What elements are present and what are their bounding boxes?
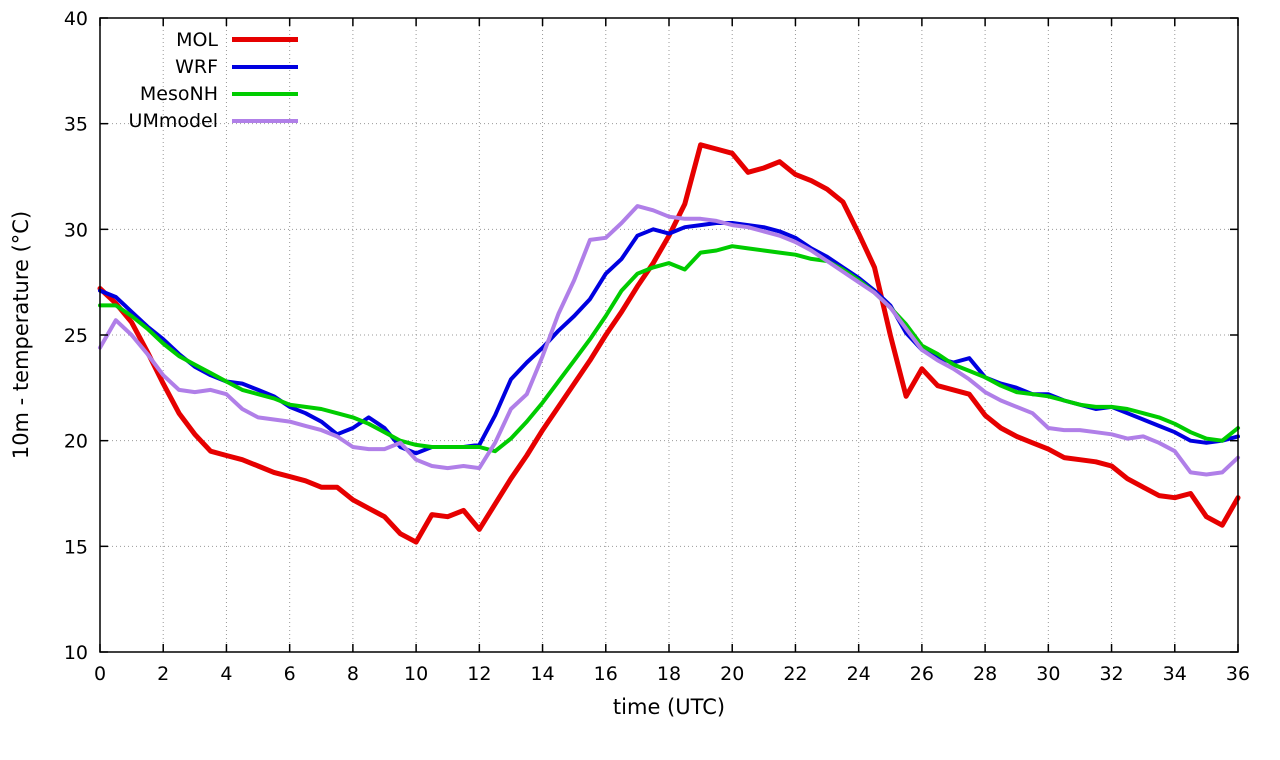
x-tick-label: 16 [594, 663, 618, 685]
y-tick-label: 35 [64, 114, 88, 136]
series-line-ummodel [98, 204, 1240, 477]
y-tick-label: 30 [64, 219, 88, 241]
series-line-mol [97, 142, 1241, 545]
x-tick-label: 28 [973, 663, 997, 685]
series-line-mesonh [98, 244, 1240, 454]
legend-label-mesonh: MesoNH [139, 82, 218, 105]
x-tick-label: 0 [94, 663, 106, 685]
x-tick-label: 22 [783, 663, 807, 685]
y-tick-label: 25 [64, 325, 88, 347]
x-tick-label: 12 [467, 663, 491, 685]
y-tick-label: 40 [64, 8, 88, 30]
legend-line-sample-mesonh [232, 91, 298, 96]
legend-label-ummodel: UMmodel [128, 109, 218, 132]
x-tick-label: 34 [1163, 663, 1187, 685]
x-tick-label: 4 [220, 663, 232, 685]
y-tick-label: 20 [64, 431, 88, 453]
y-tick-label: 10 [64, 642, 88, 664]
x-tick-label: 24 [847, 663, 871, 685]
legend-item-ummodel: UMmodel [100, 107, 298, 134]
x-tick-label: 32 [1099, 663, 1123, 685]
legend: MOL WRF MesoNH UMmodel [100, 26, 298, 134]
legend-line-sample-mol [232, 37, 298, 42]
legend-item-mol: MOL [100, 26, 298, 53]
y-axis-label: 10m - temperature (°C) [9, 211, 33, 459]
x-tick-label: 2 [157, 663, 169, 685]
legend-label-mol: MOL [176, 28, 218, 51]
x-tick-label: 6 [284, 663, 296, 685]
x-tick-label: 14 [530, 663, 554, 685]
x-axis-label: time (UTC) [613, 695, 725, 719]
legend-line-sample-wrf [232, 64, 298, 69]
series-line-wrf [98, 221, 1240, 456]
legend-item-wrf: WRF [100, 53, 298, 80]
legend-line-sample-ummodel [232, 118, 298, 123]
x-tick-label: 18 [657, 663, 681, 685]
x-tick-label: 10 [404, 663, 428, 685]
y-tick-label: 15 [64, 536, 88, 558]
x-tick-label: 8 [347, 663, 359, 685]
x-tick-label: 36 [1226, 663, 1250, 685]
legend-item-mesonh: MesoNH [100, 80, 298, 107]
x-tick-label: 20 [720, 663, 744, 685]
legend-label-wrf: WRF [175, 55, 218, 78]
x-tick-label: 30 [1036, 663, 1060, 685]
x-tick-label: 26 [910, 663, 934, 685]
